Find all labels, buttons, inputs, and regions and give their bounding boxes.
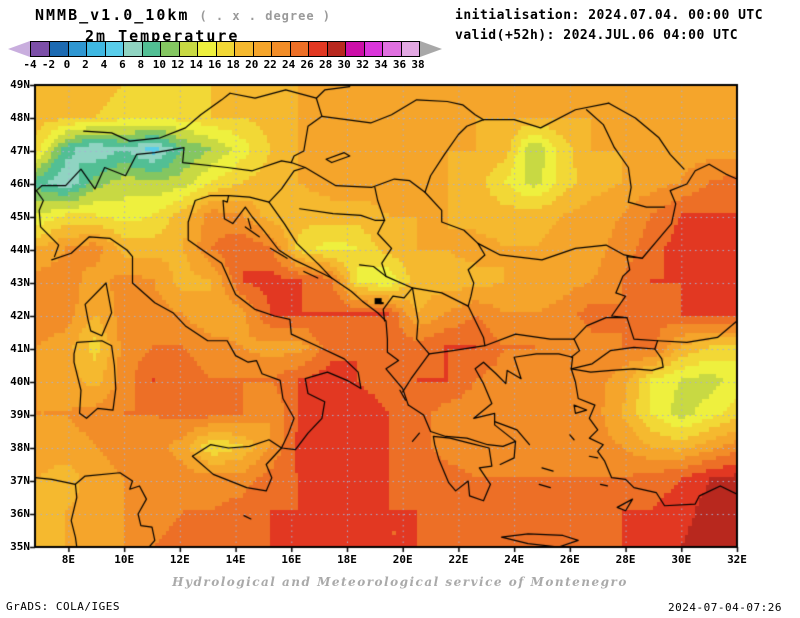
lat-tick-label: 38N (10, 441, 30, 454)
lat-tick-label: 41N (10, 342, 30, 355)
creation-timestamp: 2024-07-04-07:26 (668, 601, 782, 614)
lat-tick-label: 46N (10, 177, 30, 190)
lon-tick-label: 10E (114, 553, 135, 566)
lon-tick-label: 30E (671, 553, 692, 566)
lon-tick-label: 8E (61, 553, 76, 566)
grads-credit: GrADS: COLA/IGES (6, 600, 120, 613)
lat-tick-label: 44N (10, 243, 30, 256)
lat-tick-label: 47N (10, 144, 30, 157)
lon-tick-label: 14E (225, 553, 246, 566)
lon-tick-label: 32E (727, 553, 747, 566)
lat-tick-label: 35N (10, 540, 30, 553)
lat-tick-label: 40N (10, 375, 30, 388)
lon-tick-label: 28E (615, 553, 636, 566)
lat-tick-label: 37N (10, 474, 30, 487)
lon-tick-label: 24E (504, 553, 525, 566)
lon-tick-label: 20E (392, 553, 413, 566)
lat-tick-label: 36N (10, 507, 30, 520)
lat-tick-label: 42N (10, 309, 30, 322)
lat-tick-label: 48N (10, 111, 30, 124)
lon-tick-label: 22E (448, 553, 469, 566)
lat-tick-label: 45N (10, 210, 30, 223)
lon-tick-label: 16E (281, 553, 302, 566)
lon-tick-label: 26E (559, 553, 580, 566)
service-credit: Hydrological and Meteorological service … (172, 575, 628, 589)
lat-tick-label: 49N (10, 78, 30, 91)
lon-tick-label: 18E (337, 553, 357, 566)
lat-tick-label: 39N (10, 408, 30, 421)
lat-tick-label: 43N (10, 276, 30, 289)
lon-tick-label: 12E (169, 553, 190, 566)
